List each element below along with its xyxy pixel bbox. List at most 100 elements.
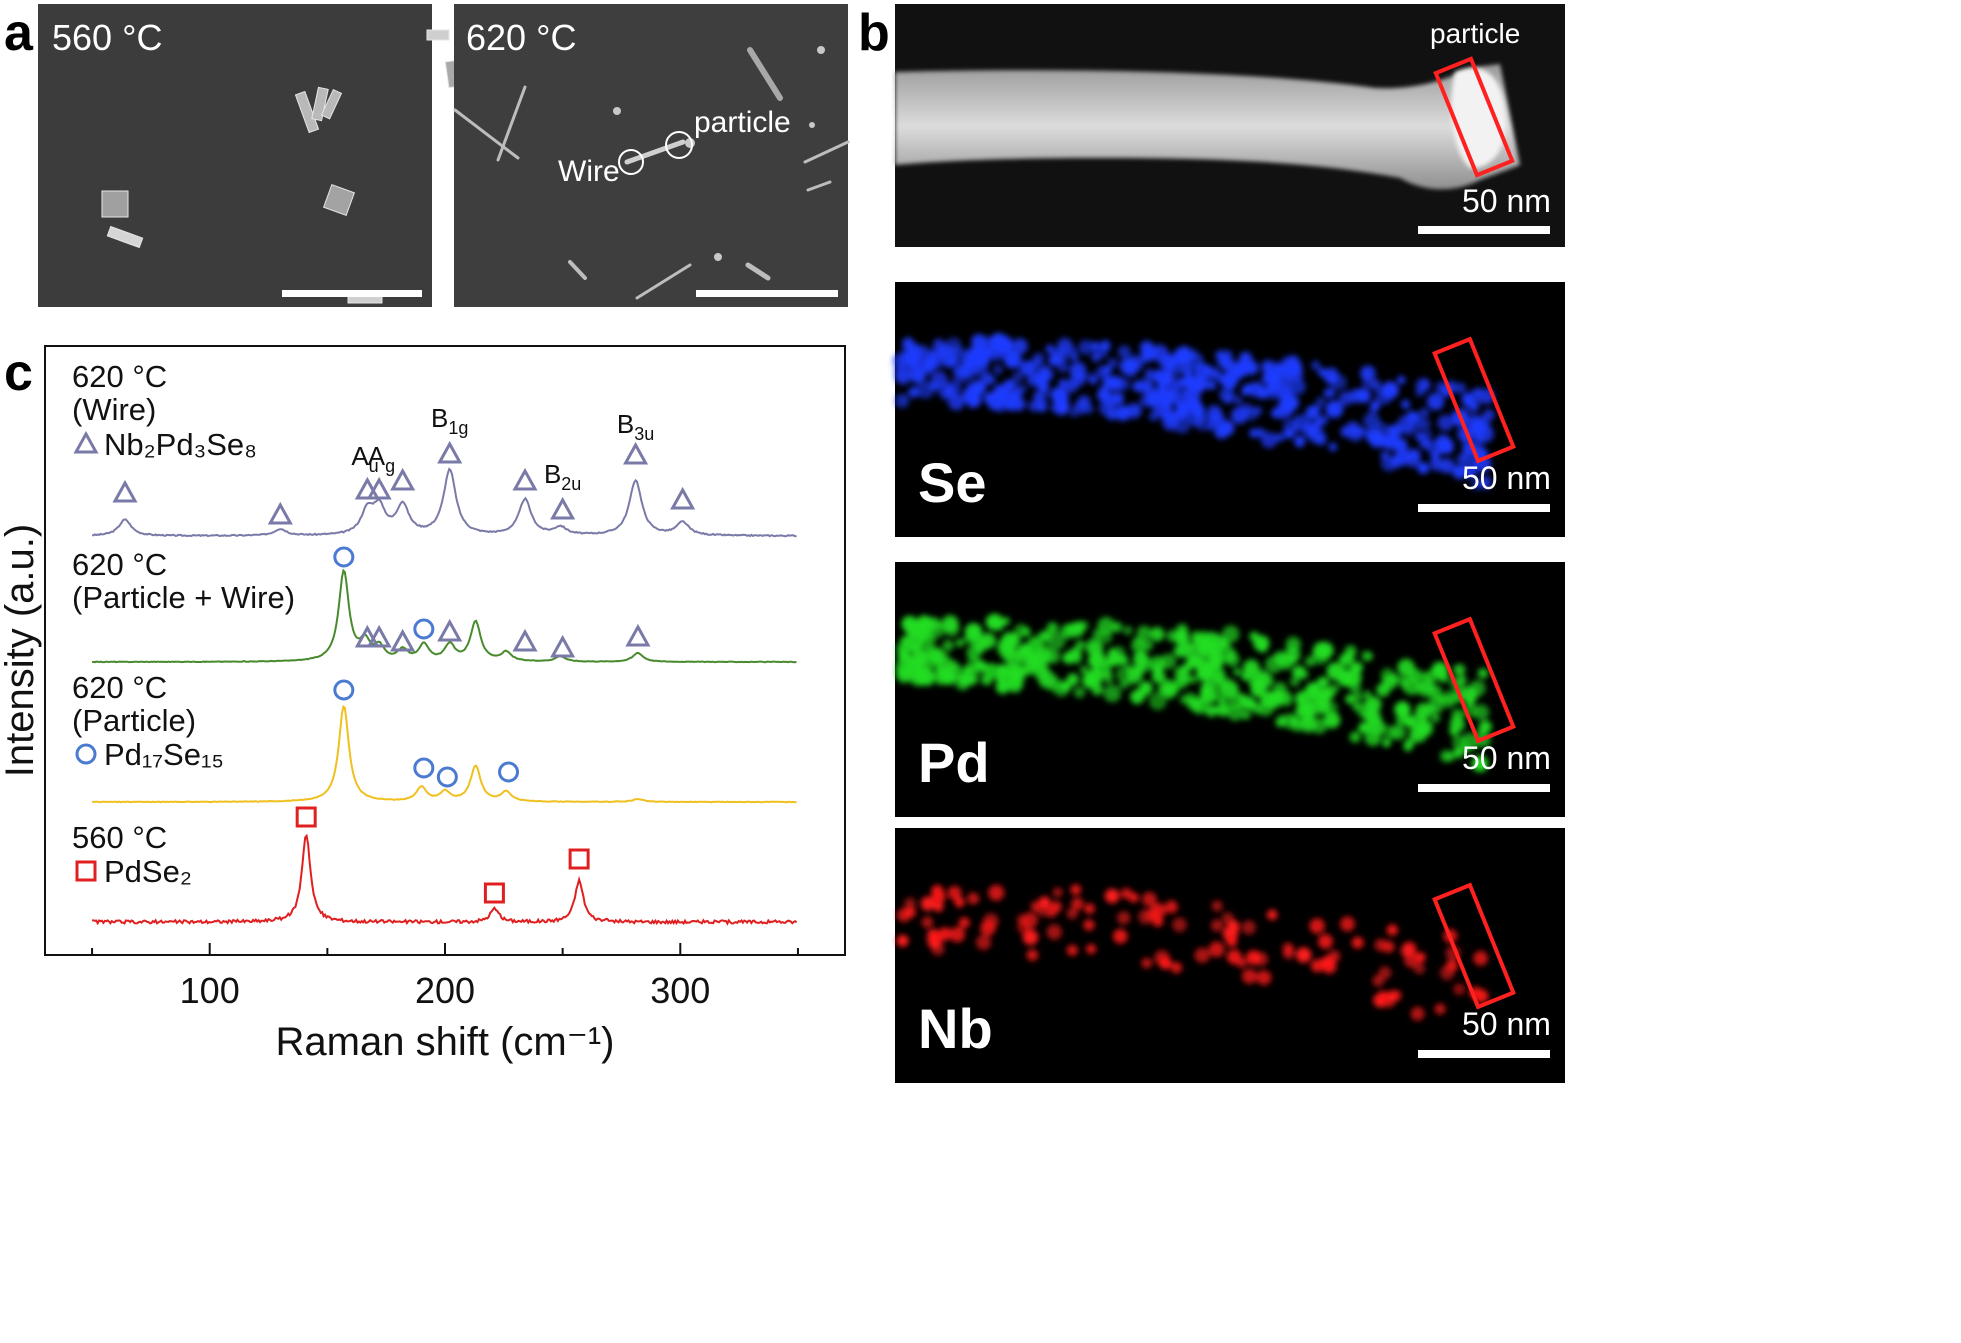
sem-image-560: 560 °C 5 μm — [38, 4, 512, 353]
sem-560-temp-label: 560 °C — [52, 17, 162, 58]
x-tick-label: 300 — [650, 970, 710, 1011]
peak-marker-square — [568, 848, 590, 870]
eds-element-label: Pd — [918, 731, 990, 794]
peak-marker-triangle — [112, 479, 138, 503]
peak-marker-triangle — [625, 623, 651, 647]
mode-label: B3u — [617, 409, 654, 444]
spectrum-line — [92, 704, 797, 804]
peak-marker-triangle — [512, 628, 538, 652]
eds-particle-box — [1432, 336, 1516, 464]
panel-label-a: a — [4, 4, 34, 62]
peak-marker-triangle — [670, 486, 696, 510]
mode-label: B2u — [544, 459, 581, 494]
spectrum-label: 620 °C — [72, 359, 167, 394]
x-tick-label: 100 — [180, 970, 240, 1011]
tem-haadf-scalebar-label: 50 nm — [1462, 183, 1551, 219]
spectrum-line — [92, 467, 797, 538]
sem-620-scalebar — [696, 290, 838, 297]
peak-marker-triangle — [550, 634, 576, 658]
spectrum-line — [91, 568, 797, 664]
legend-symbol — [75, 860, 97, 882]
eds-scalebar — [1418, 1050, 1550, 1058]
spectrum-label: 560 °C — [72, 820, 167, 855]
raman-chart: 100 200 300 Raman shift (cm⁻¹) Intensity (a.… — [0, 345, 846, 1064]
peak-markers — [333, 546, 435, 640]
eds-map-pd: Pd 50 nm — [895, 562, 1565, 817]
peak-markers — [333, 679, 520, 788]
peak-marker-triangle — [354, 476, 380, 500]
eds-map-nb: Nb 50 nm — [895, 828, 1565, 1083]
eds-signal — [892, 332, 1495, 491]
peak-marker-circle — [436, 766, 458, 788]
spectrum-4 — [92, 833, 798, 926]
peak-marker-triangle — [550, 496, 576, 520]
mode-label: Ag — [368, 441, 395, 476]
peak-markers — [112, 440, 696, 525]
peak-marker-square — [483, 882, 505, 904]
tem-haadf-scalebar — [1418, 226, 1550, 234]
peak-marker-triangle — [390, 628, 416, 652]
eds-map-se: Se 50 nm — [892, 282, 1565, 537]
eds-scalebar-label: 50 nm — [1462, 460, 1551, 496]
x-axis-title: Raman shift (cm⁻¹) — [276, 1020, 615, 1064]
spectrum-label: (Particle + Wire) — [72, 580, 295, 615]
peak-marker-triangle — [390, 467, 416, 491]
spectrum-2 — [91, 568, 797, 664]
spectrum-label: 620 °C — [72, 547, 167, 582]
peak-marker-triangle — [267, 501, 293, 525]
peak-marker-square — [295, 806, 317, 828]
tem-haadf-image: particle 50 nm — [895, 4, 1565, 247]
spectrum-line — [92, 833, 798, 926]
eds-element-label: Se — [918, 451, 987, 514]
peak-marker-circle — [333, 679, 355, 701]
eds-scalebar-label: 50 nm — [1462, 740, 1551, 776]
peak-marker-triangle — [437, 618, 463, 642]
panel-label-b: b — [858, 4, 890, 62]
sem-wire-label: Wire — [558, 155, 620, 188]
spectrum-label: 620 °C — [72, 670, 167, 705]
legend-symbol — [75, 743, 97, 765]
legend-text: PdSe₂ — [104, 854, 192, 889]
spectrum-1 — [92, 467, 797, 538]
sem-560-scalebar — [282, 290, 422, 297]
legend-text: Pd₁₇Se₁₅ — [104, 737, 224, 772]
peak-marker-circle — [498, 761, 520, 783]
peak-marker-circle — [413, 618, 435, 640]
mode-label: B1g — [431, 403, 468, 438]
spectrum-label: (Particle) — [72, 703, 196, 738]
peak-markers — [354, 618, 651, 658]
sem-620-temp-label: 620 °C — [466, 17, 576, 58]
eds-element-label: Nb — [918, 997, 993, 1060]
y-axis-title: Intensity (a.u.) — [0, 524, 42, 777]
sem-image-620: Wire particle 620 °C 5 μm — [453, 4, 926, 353]
peak-markers — [295, 806, 590, 904]
x-tick-label: 200 — [415, 970, 475, 1011]
eds-scalebar — [1418, 784, 1550, 792]
peak-marker-triangle — [512, 467, 538, 491]
peak-marker-triangle — [437, 440, 463, 464]
peak-marker-triangle — [366, 476, 392, 500]
eds-scalebar-label: 50 nm — [1462, 1006, 1551, 1042]
peak-marker-triangle — [366, 624, 392, 648]
panel-label-c: c — [4, 344, 33, 402]
haadf-particle-box — [1433, 56, 1515, 178]
tem-particle-label: particle — [1430, 18, 1520, 49]
peak-marker-circle — [413, 757, 435, 779]
legend-symbol — [73, 430, 99, 454]
legend-text: Nb₂Pd₃Se₈ — [104, 427, 257, 462]
eds-signal — [896, 884, 1489, 1021]
eds-particle-box — [1432, 882, 1516, 1010]
eds-signal — [895, 613, 1492, 773]
sem-particle-label: particle — [694, 106, 791, 139]
sem-wire-marker — [618, 149, 644, 175]
sem-particle-marker — [665, 131, 693, 159]
spectrum-label: (Wire) — [72, 392, 156, 427]
peak-marker-triangle — [354, 624, 380, 648]
eds-particle-box — [1432, 616, 1516, 744]
spectrum-3 — [92, 704, 797, 804]
eds-scalebar — [1418, 504, 1550, 512]
peak-marker-circle — [333, 546, 355, 568]
peak-marker-triangle — [623, 441, 649, 465]
mode-label: Au — [351, 441, 378, 476]
